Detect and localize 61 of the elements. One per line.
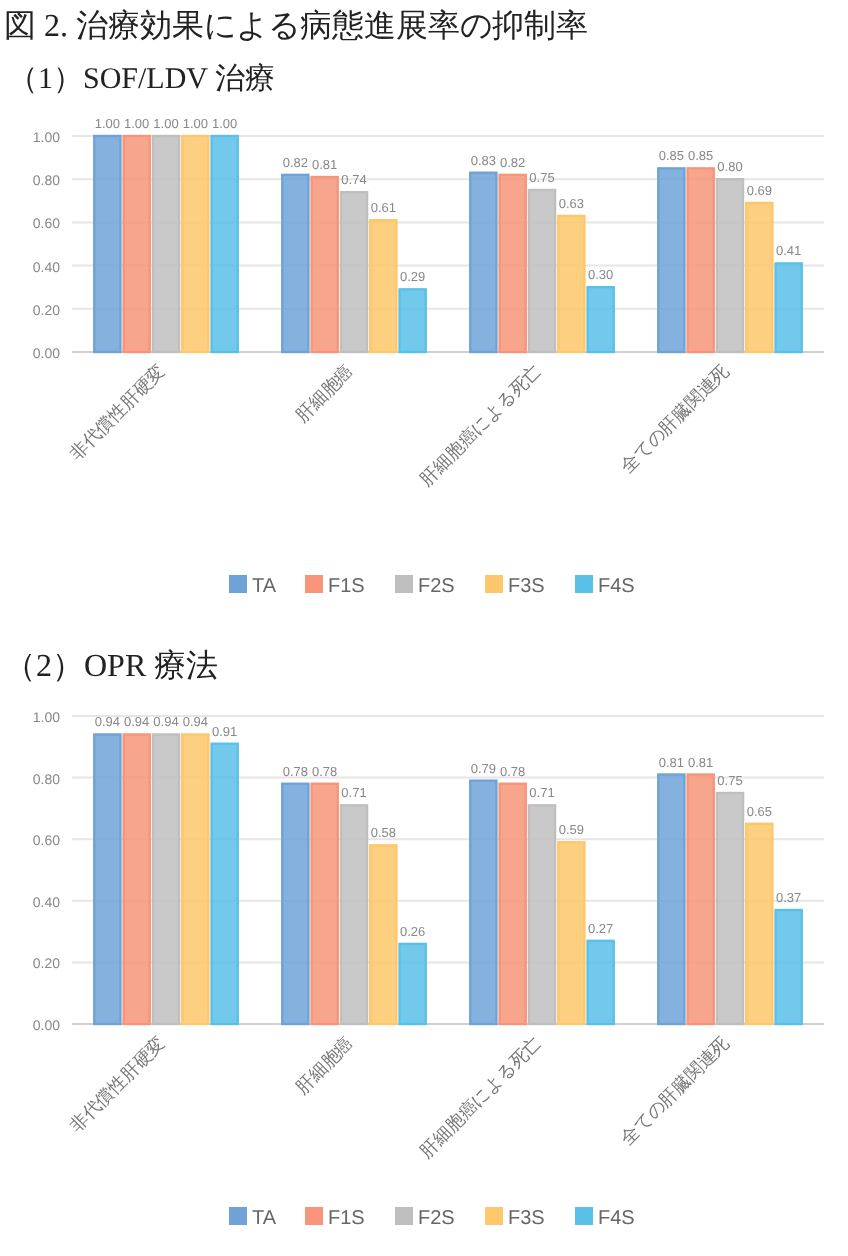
bar (686, 167, 715, 354)
x-tick-label: 非代償性肝硬変 (65, 1032, 169, 1136)
bar (774, 908, 803, 1026)
bar (281, 173, 310, 354)
bar (181, 134, 210, 354)
x-tick-label: 肝細胞癌 (291, 1032, 357, 1098)
bar (122, 134, 151, 354)
bar (498, 173, 527, 354)
bar (745, 822, 774, 1026)
bar (210, 742, 239, 1026)
bar (398, 942, 427, 1026)
bar (498, 782, 527, 1026)
legend-label: F3S (508, 576, 546, 598)
bar (469, 171, 498, 354)
bar (398, 288, 427, 354)
bar (210, 134, 239, 354)
bar (369, 219, 398, 354)
bar (469, 779, 498, 1026)
bar (181, 733, 210, 1026)
x-tick-label: 肝細胞癌 (291, 360, 357, 426)
bar (774, 262, 803, 354)
bar (310, 782, 339, 1026)
bar (339, 190, 369, 354)
legend-label: F1S (328, 576, 366, 598)
bar (281, 782, 310, 1026)
legend-label: TA (252, 576, 277, 598)
bar (686, 773, 715, 1026)
chart-title: 図 2. 治療効果による病態進展率の抑制率 (4, 8, 588, 44)
bar (557, 841, 586, 1026)
legend-label: TA (252, 1208, 277, 1230)
bar (715, 791, 745, 1026)
legend-label: F3S (508, 1208, 546, 1230)
bar (586, 939, 615, 1026)
bar (93, 134, 122, 354)
bar (657, 773, 686, 1026)
bar (527, 188, 557, 354)
legend-label: F2S (418, 576, 456, 598)
bar (151, 733, 181, 1026)
bar (715, 178, 745, 354)
legend-label: F4S (598, 1208, 636, 1230)
bar (745, 201, 774, 354)
x-tick-label: 全ての肝臓関連死 (616, 360, 733, 477)
bar (122, 733, 151, 1026)
bar (339, 804, 369, 1026)
legend-label: F2S (418, 1208, 456, 1230)
bar (369, 844, 398, 1026)
bar (93, 733, 122, 1026)
bar (151, 134, 181, 354)
legend-label: F4S (598, 576, 636, 598)
x-tick-label: 肝細胞癌による死亡 (416, 360, 545, 490)
x-tick-label: 非代償性肝硬変 (65, 360, 169, 464)
legend-label: F1S (328, 1208, 366, 1230)
x-tick-label: 全ての肝臓関連死 (616, 1032, 733, 1149)
bar (657, 167, 686, 354)
bar (527, 804, 557, 1026)
bar (557, 214, 586, 354)
chart-title: （2）OPR 療法 (4, 648, 219, 684)
chart-subtitle: （1）SOF/LDV 治療 (8, 62, 275, 96)
x-tick-label: 肝細胞癌による死亡 (416, 1032, 545, 1162)
bar (586, 286, 615, 354)
bar (310, 175, 339, 354)
